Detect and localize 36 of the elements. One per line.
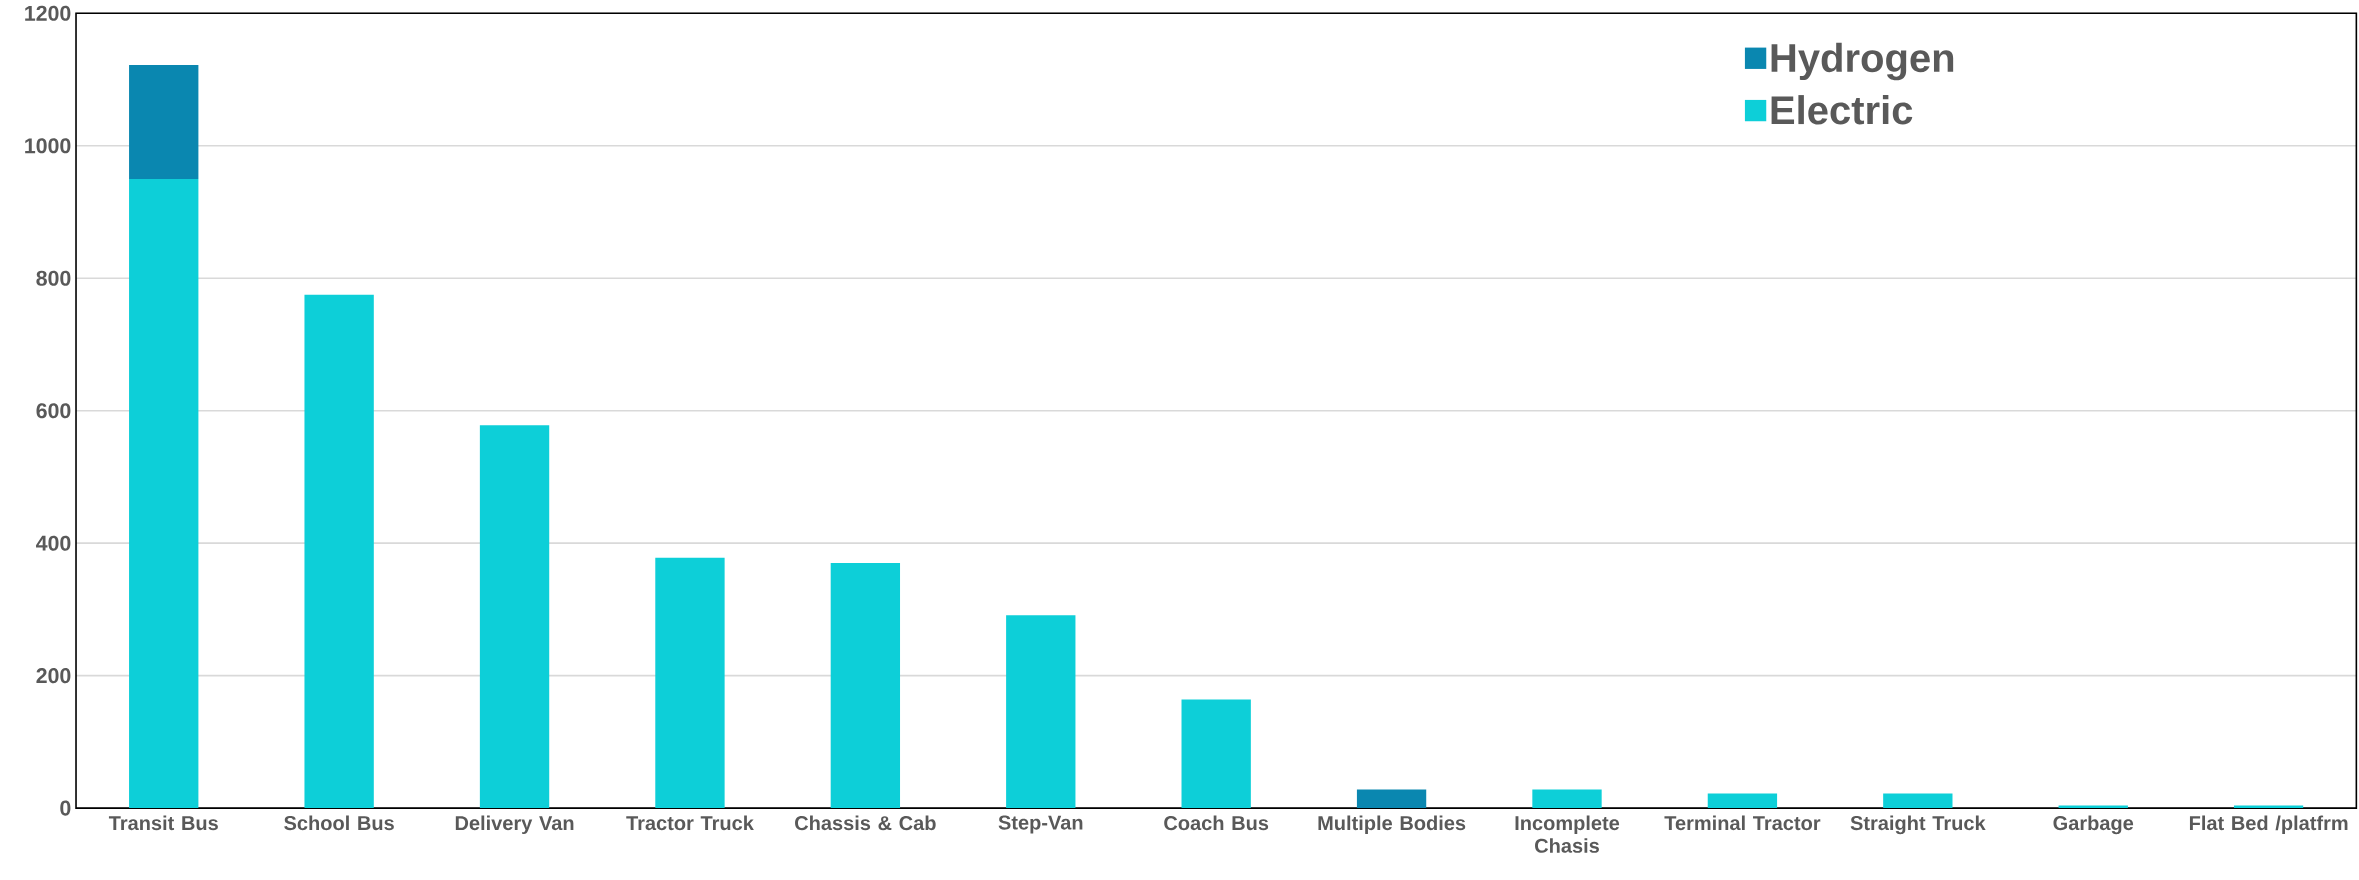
y-tick-label: 200	[36, 668, 71, 684]
x-tick-label: Tractor Truck	[626, 815, 754, 831]
y-tick-label: 600	[36, 403, 71, 419]
x-tick-label: Incomplete Chasis	[1515, 815, 1620, 853]
bar	[830, 562, 901, 809]
bar	[2233, 805, 2304, 809]
x-tick-label: Step-Van	[998, 815, 1083, 834]
legend-label: Hydrogen	[1771, 42, 1954, 81]
x-tick-label: Coach Bus	[1164, 815, 1269, 831]
bar	[129, 64, 199, 179]
x-tick-label: Transit Bus	[108, 815, 218, 831]
bar	[129, 178, 199, 809]
bar	[1181, 699, 1251, 809]
x-tick-label: Multiple Bodies	[1318, 815, 1466, 835]
x-tick-label: Chassis & Cab	[795, 815, 936, 831]
bar	[2058, 805, 2128, 809]
bar	[1532, 789, 1602, 809]
bar	[1356, 789, 1427, 809]
bar	[304, 294, 374, 809]
y-tick-label: 0	[60, 800, 71, 816]
x-tick-label: Delivery Van	[455, 815, 574, 835]
y-tick-label: 1200	[25, 5, 71, 21]
x-tick-label: Straight Truck	[1850, 815, 1986, 835]
bar	[1707, 793, 1778, 809]
legend-label: Electric	[1771, 95, 1913, 125]
y-tick-label: 1000	[25, 138, 71, 154]
y-tick-label: 400	[36, 535, 71, 551]
y-tick-label: 800	[36, 270, 71, 286]
x-tick-label: Garbage	[2053, 815, 2134, 835]
x-tick-label: Flat Bed /platfrm	[2189, 815, 2348, 835]
bar	[479, 425, 550, 809]
x-tick-label: Terminal Tractor	[1664, 815, 1821, 831]
bar	[655, 557, 725, 809]
bar	[1883, 793, 1953, 809]
bar	[1006, 615, 1076, 809]
x-tick-label: School Bus	[284, 815, 394, 831]
